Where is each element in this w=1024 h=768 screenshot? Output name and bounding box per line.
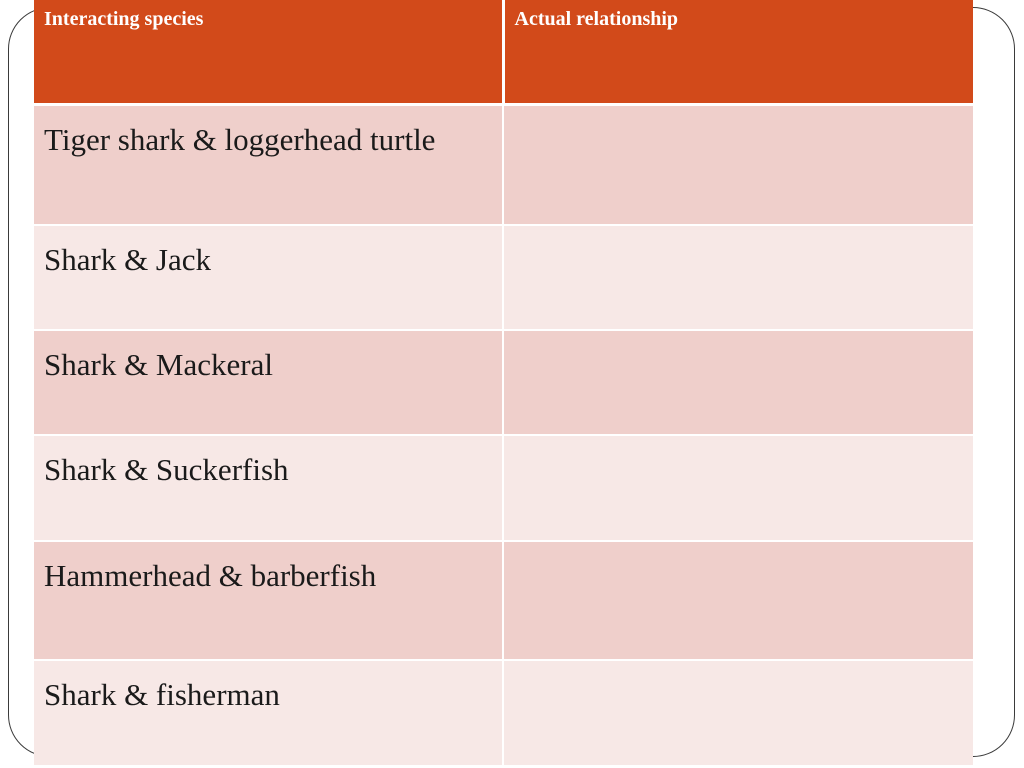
table-row: Shark & fisherman <box>34 660 973 767</box>
relationship-table: Interacting species Actual relationship … <box>34 0 973 767</box>
table-row: Shark & Jack <box>34 225 973 331</box>
relationship-cell <box>503 660 973 767</box>
relationship-cell <box>503 541 973 661</box>
species-cell: Shark & fisherman <box>34 660 504 767</box>
species-cell: Shark & Suckerfish <box>34 435 504 542</box>
relationship-cell <box>503 104 973 226</box>
species-cell: Shark & Mackeral <box>34 330 504 436</box>
relationship-cell <box>503 330 973 436</box>
table-row: Tiger shark & loggerhead turtle <box>34 104 973 226</box>
table-header-row: Interacting species Actual relationship <box>34 0 973 106</box>
species-cell: Shark & Jack <box>34 225 504 331</box>
header-interacting-species: Interacting species <box>34 0 505 106</box>
relationship-cell <box>503 225 973 331</box>
header-actual-relationship: Actual relationship <box>503 0 973 106</box>
table-row: Hammerhead & barberfish <box>34 541 973 661</box>
species-cell: Tiger shark & loggerhead turtle <box>34 104 504 226</box>
relationship-cell <box>503 435 973 542</box>
table-row: Shark & Suckerfish <box>34 435 973 542</box>
table-row: Shark & Mackeral <box>34 330 973 436</box>
species-cell: Hammerhead & barberfish <box>34 541 504 661</box>
